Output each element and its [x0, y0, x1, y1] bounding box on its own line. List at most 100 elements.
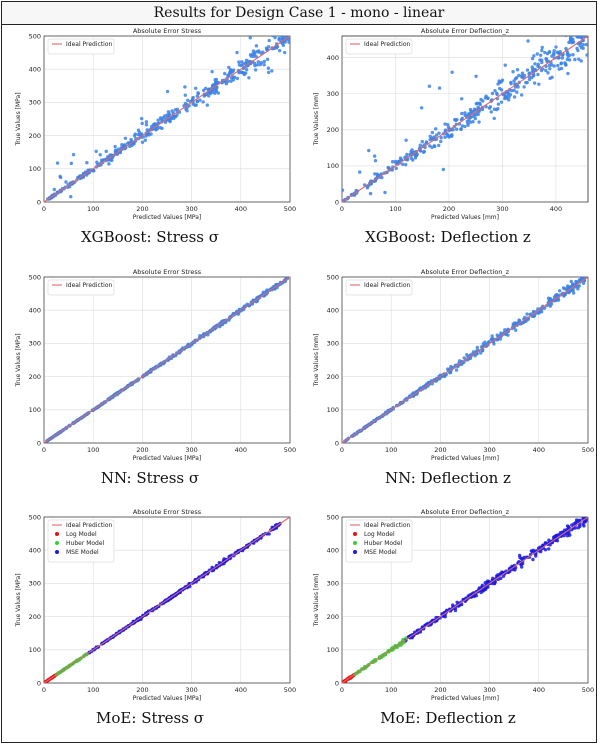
data-point: [144, 120, 149, 124]
data-point: [474, 74, 478, 78]
data-point: [519, 93, 524, 97]
data-point: [433, 144, 437, 149]
data-point: [548, 66, 552, 71]
plot-border: [43, 35, 291, 203]
data-point: [397, 159, 401, 164]
data-point: [466, 123, 470, 127]
data-point: [253, 68, 258, 72]
x-axis-label: Predicted Values [MPa]: [133, 695, 201, 702]
data-point: [578, 43, 582, 48]
data-point: [266, 70, 271, 75]
data-point: [550, 75, 554, 79]
data-point: [538, 24, 541, 26]
data-point: [522, 85, 526, 89]
data-point: [113, 144, 117, 149]
data-point: [509, 81, 513, 86]
x-tick-label: 0: [340, 446, 344, 454]
ideal-prediction-line: [43, 276, 291, 444]
data-point: [229, 30, 232, 33]
data-point: [195, 99, 200, 103]
y-tick-label: 300: [327, 90, 339, 98]
data-point: [533, 62, 537, 66]
data-point: [572, 31, 575, 34]
y-tick-label: 100: [327, 162, 339, 170]
y-tick-label: 200: [327, 373, 339, 381]
data-point: [210, 69, 214, 74]
ideal-prediction-line: [341, 35, 589, 203]
data-point: [471, 120, 475, 124]
data-point: [424, 140, 429, 144]
data-point: [526, 39, 530, 43]
data-point: [561, 286, 566, 290]
x-tick-label: 100: [87, 686, 99, 694]
data-point: [158, 116, 163, 120]
data-point: [240, 70, 244, 74]
data-point: [434, 127, 438, 131]
data-point: [569, 28, 572, 31]
data-point: [579, 28, 582, 31]
plot-border: [341, 516, 589, 684]
data-point: [468, 120, 473, 124]
x-tick-label: 200: [434, 446, 446, 454]
data-point: [520, 71, 525, 75]
data-point: [427, 84, 432, 88]
data-point: [154, 127, 158, 132]
data-point: [585, 53, 588, 57]
data-point: [434, 133, 439, 137]
data-point: [575, 36, 580, 39]
data-point: [405, 152, 409, 157]
data-point: [437, 131, 441, 135]
plot-caption: NN: Stress σ: [100, 469, 200, 487]
data-point: [518, 555, 522, 560]
data-point: [439, 136, 443, 140]
data-point: [201, 100, 205, 104]
data-point: [536, 72, 540, 77]
x-tick-label: 100: [385, 686, 397, 694]
data-point: [519, 565, 524, 569]
data-point: [525, 312, 529, 316]
data-point: [104, 149, 108, 154]
legend-box: [345, 38, 413, 55]
data-point: [459, 97, 464, 101]
x-tick-label: 100: [87, 205, 99, 213]
data-point: [547, 547, 551, 551]
data-point: [259, 51, 263, 55]
plot-caption: XGBoost: Stress σ: [80, 228, 220, 246]
y-tick-label: 300: [29, 340, 41, 348]
ideal-prediction-line: [43, 516, 291, 684]
data-point: [94, 149, 98, 154]
data-point: [496, 107, 500, 111]
data-point: [499, 100, 504, 104]
data-point: [107, 162, 111, 166]
data-point: [258, 62, 263, 67]
data-point: [555, 539, 560, 543]
data-point: [578, 30, 581, 33]
y-tick-label: 0: [335, 679, 339, 687]
data-point: [281, 32, 284, 35]
data-point: [475, 345, 480, 350]
chart-title: Absolute Error Stress: [133, 27, 202, 35]
data-point: [527, 77, 532, 82]
data-point: [512, 88, 516, 92]
data-point: [577, 27, 580, 30]
data-point: [52, 187, 57, 192]
data-point: [404, 138, 408, 142]
data-point: [562, 293, 566, 297]
data-point: [564, 46, 568, 51]
data-point: [430, 130, 435, 135]
data-point: [473, 353, 477, 358]
data-point: [569, 279, 573, 284]
data-point: [517, 318, 521, 323]
data-point: [287, 40, 290, 44]
legend: Ideal Prediction: [345, 38, 413, 55]
data-point: [531, 548, 535, 552]
legend-label: Log Model: [364, 531, 395, 538]
data-point: [264, 46, 269, 50]
data-point: [443, 135, 447, 139]
data-point: [160, 126, 164, 131]
data-point: [459, 127, 463, 131]
x-tick-label: 400: [235, 686, 247, 694]
data-point: [568, 53, 572, 57]
data-point: [504, 332, 509, 337]
data-point: [527, 71, 531, 76]
